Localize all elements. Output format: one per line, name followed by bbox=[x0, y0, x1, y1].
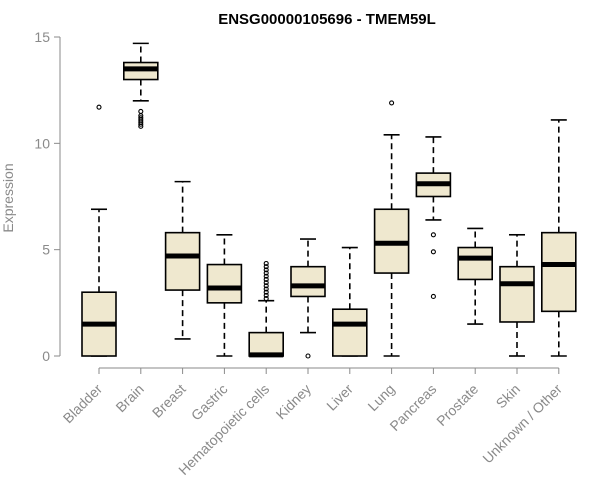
box-group bbox=[81, 104, 117, 357]
outlier-point bbox=[430, 249, 436, 255]
x-tick-label: Skin bbox=[493, 381, 524, 412]
x-tick-label: Bladder bbox=[60, 381, 106, 427]
outlier-point bbox=[430, 232, 436, 238]
outlier-point bbox=[138, 123, 144, 129]
outlier-point bbox=[263, 264, 269, 270]
outlier-point bbox=[138, 121, 144, 127]
outlier-point bbox=[263, 260, 269, 267]
box-group bbox=[206, 233, 243, 357]
y-tick-label: 10 bbox=[34, 135, 50, 151]
x-tick-label: Kidney bbox=[273, 381, 315, 423]
box bbox=[331, 308, 368, 357]
outlier-point bbox=[263, 292, 269, 298]
outlier-point bbox=[263, 273, 269, 279]
x-tick-label: Unknown / Other bbox=[479, 381, 565, 467]
box bbox=[540, 231, 577, 313]
x-tick-label: Prostate bbox=[433, 381, 481, 429]
box-group bbox=[457, 227, 494, 325]
plot-area bbox=[81, 42, 577, 359]
outlier-point bbox=[96, 104, 102, 110]
box-group bbox=[248, 260, 284, 358]
box-group bbox=[540, 119, 577, 357]
box-group bbox=[499, 233, 535, 357]
outlier-point bbox=[263, 289, 269, 295]
y-tick-label: 15 bbox=[34, 29, 50, 45]
outlier-point bbox=[263, 276, 269, 282]
outlier-point bbox=[305, 353, 311, 359]
y-tick-label: 5 bbox=[42, 242, 50, 258]
box-group bbox=[373, 100, 410, 357]
outlier-point bbox=[263, 296, 269, 302]
box-group bbox=[331, 246, 368, 357]
outlier-point bbox=[263, 270, 269, 276]
box-group bbox=[290, 238, 326, 359]
outlier-point bbox=[263, 283, 269, 289]
outlier-point bbox=[263, 280, 269, 286]
x-tick-label: Brain bbox=[112, 381, 146, 415]
x-tick-label: Breast bbox=[149, 381, 189, 421]
box bbox=[499, 265, 535, 323]
box-group bbox=[123, 42, 159, 129]
outlier-point bbox=[430, 293, 436, 300]
box bbox=[290, 265, 326, 298]
outlier-point bbox=[263, 286, 269, 292]
outlier-point bbox=[389, 100, 395, 106]
box-group bbox=[415, 136, 452, 300]
y-axis-label: Expression bbox=[0, 163, 16, 232]
x-tick-label: Liver bbox=[323, 381, 356, 414]
x-tick-label: Lung bbox=[364, 381, 397, 414]
outlier-point bbox=[263, 267, 269, 273]
box-group bbox=[164, 180, 201, 340]
outlier-point bbox=[138, 108, 144, 114]
box bbox=[164, 231, 201, 291]
box bbox=[457, 246, 494, 281]
y-tick-label: 0 bbox=[42, 348, 50, 364]
box bbox=[206, 263, 243, 304]
chart-title: ENSG00000105696 - TMEM59L bbox=[218, 11, 436, 28]
